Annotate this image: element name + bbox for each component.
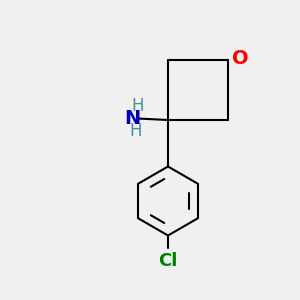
- Text: H: H: [129, 122, 142, 140]
- Text: H: H: [131, 97, 144, 115]
- Text: O: O: [232, 49, 248, 68]
- Text: N: N: [124, 109, 140, 128]
- Text: Cl: Cl: [158, 252, 178, 270]
